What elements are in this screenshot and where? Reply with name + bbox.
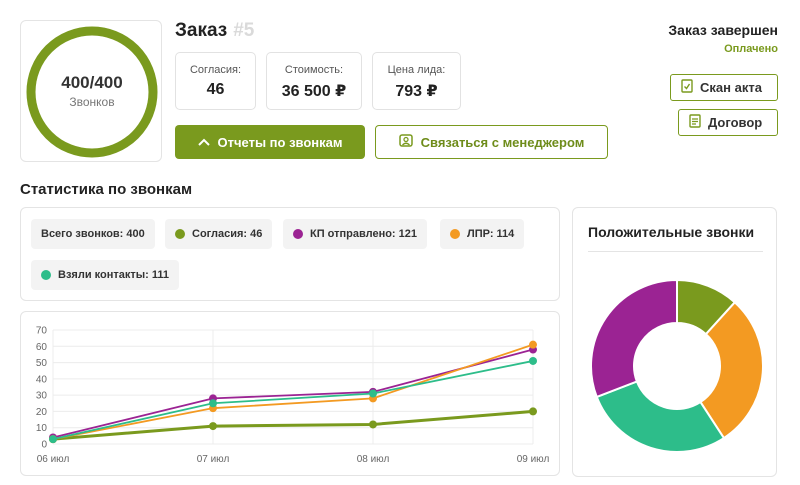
calls-line-chart: 0 10 20 30 40 50 60 70 06 июл 07 июл 08 июл 09 июл (20, 311, 560, 476)
calls-progress-label: Звонков (69, 95, 115, 109)
x-tick-label: 06 июл (37, 454, 70, 465)
call-reports-label: Отчеты по звонкам (217, 134, 343, 150)
stat-label: Стоимость: (284, 64, 344, 76)
contact-manager-label: Связаться с менеджером (420, 134, 585, 150)
stat-value: 793 ₽ (395, 83, 438, 100)
order-title-text: Заказ (175, 20, 228, 41)
stat-cost: Стоимость: 36 500 ₽ (266, 52, 362, 110)
tag-proposals-sent[interactable]: КП отправлено: 121 (283, 219, 428, 249)
legend-dot (450, 229, 460, 239)
tag-contacts-taken[interactable]: Взяли контакты: 111 (31, 260, 180, 290)
calls-progress-count: 400/400 (61, 73, 123, 92)
series-point (209, 399, 217, 408)
line-chart-svg: 0 10 20 30 40 50 60 70 06 июл 07 июл 08 июл 09 июл (36, 326, 550, 466)
donut-title: Положительные звонки (588, 223, 763, 252)
stat-value: 46 (206, 81, 225, 98)
series-point (529, 407, 537, 416)
contract-button[interactable]: Договор (678, 109, 778, 136)
x-tick-label: 09 июл (517, 454, 550, 465)
donut-slice (590, 278, 678, 399)
tag-label: ЛПР: 114 (467, 228, 515, 240)
contact-manager-button[interactable]: Связаться с менеджером (375, 125, 608, 159)
contract-label: Договор (708, 115, 763, 130)
tag-label: Всего звонков: 400 (41, 228, 145, 240)
x-tick-label: 07 июл (197, 454, 230, 465)
legend-dot (41, 270, 51, 280)
order-number: #5 (233, 20, 255, 41)
order-status: Заказ завершен (668, 22, 778, 38)
calls-progress-ring (26, 26, 158, 158)
donut-chart-svg (590, 278, 764, 453)
y-tick-label: 70 (36, 326, 48, 337)
y-tick-label: 20 (36, 407, 48, 418)
series-point (529, 356, 537, 365)
series-point (529, 340, 537, 349)
stat-agreements: Согласия: 46 (175, 52, 256, 110)
donut-slice (595, 380, 726, 453)
donut-slice (699, 300, 764, 440)
y-tick-label: 50 (36, 358, 48, 369)
x-tick-label: 08 июл (357, 454, 390, 465)
series-point (209, 422, 217, 431)
document-check-icon (681, 79, 693, 96)
legend-dot (293, 229, 303, 239)
tag-total-calls: Всего звонков: 400 (31, 219, 155, 249)
series-line (52, 360, 534, 440)
order-title: Заказ #5 (175, 20, 254, 42)
series-line (52, 409, 534, 441)
series-point (369, 420, 377, 429)
stat-label: Цена лида: (387, 64, 446, 76)
payment-status: Оплачено (724, 43, 778, 55)
tag-label: КП отправлено: 121 (310, 228, 418, 240)
stat-value: 36 500 ₽ (281, 83, 347, 100)
series-point (49, 435, 57, 444)
y-tick-label: 10 (36, 423, 48, 434)
act-scan-label: Скан акта (700, 80, 762, 95)
stats-heading: Статистика по звонкам (20, 181, 193, 198)
stat-lead-price: Цена лида: 793 ₽ (372, 52, 461, 110)
series-point (369, 389, 377, 398)
stat-label: Согласия: (189, 64, 242, 76)
legend-dot (175, 229, 185, 239)
tag-label: Согласия: 46 (192, 228, 263, 240)
chevron-up-icon (197, 135, 210, 149)
act-scan-button[interactable]: Скан акта (670, 74, 778, 101)
document-icon (689, 114, 701, 131)
y-tick-label: 30 (36, 391, 48, 402)
calls-progress-card: 400/400 Звонков (20, 20, 162, 162)
series-line (52, 343, 534, 440)
contact-card-icon (398, 133, 413, 151)
positive-calls-card: Положительные звонки (572, 207, 777, 477)
y-tick-label: 40 (36, 374, 48, 385)
call-reports-button[interactable]: Отчеты по звонкам (175, 125, 365, 159)
y-tick-label: 60 (36, 342, 48, 353)
y-tick-label: 0 (41, 440, 47, 451)
call-stats-tags: Всего звонков: 400 Согласия: 46 КП отпра… (20, 207, 560, 301)
tag-decision-makers[interactable]: ЛПР: 114 (440, 219, 525, 249)
tag-label: Взяли контакты: 111 (58, 269, 170, 281)
calls-progress-arc (26, 26, 158, 158)
tag-agreements[interactable]: Согласия: 46 (165, 219, 273, 249)
